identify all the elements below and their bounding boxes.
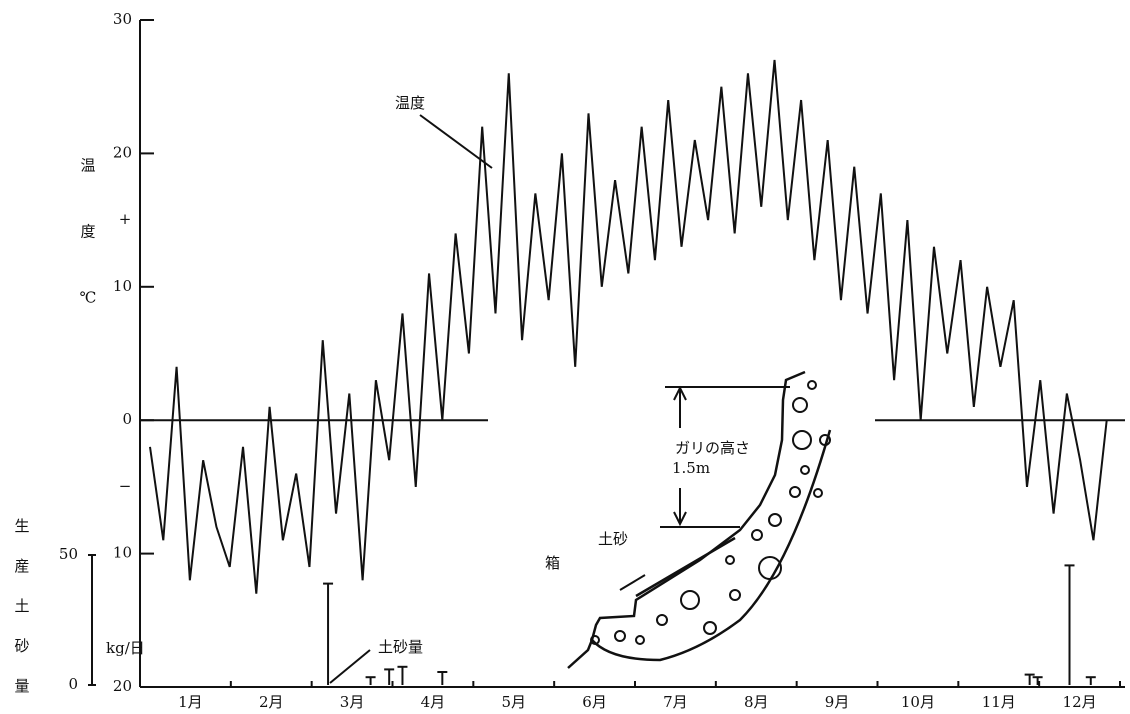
y2-unit: kg/日 [106,639,145,657]
box-label: 箱 [545,554,560,572]
x-tick-label: 12月 [1063,693,1097,711]
temperature-line [149,59,1108,594]
x-tick-label: 11月 [982,693,1016,711]
y2-axis-title: 量 [14,677,29,695]
y-tick-label: 0 [122,410,132,428]
x-tick-label: 2月 [259,693,284,711]
y2-axis-title: 土 [14,597,29,615]
y-tick-label: 20 [113,143,132,161]
series-label: 温度 [395,94,425,112]
height-value-label: 1.5m [672,459,710,477]
y-axis-title: 度 [80,222,95,240]
y-tick-label: 10 [113,544,132,562]
y2-axis-title: 産 [14,557,29,575]
sign-label: − [119,477,132,495]
x-tick-label: 10月 [901,693,935,711]
gully-height-label: ガリの高さ [675,439,750,457]
x-tick-label: 6月 [582,693,607,711]
x-tick-label: 1月 [178,693,203,711]
y2-axis-title: 砂 [14,637,29,655]
y-axis-title: ℃ [80,288,97,306]
y-axis-title: 温 [80,156,95,174]
leader [329,649,371,684]
x-tick-label: 8月 [744,693,769,711]
x-tick-label: 3月 [340,693,365,711]
y2-tick-label: 0 [68,675,78,693]
y-tick-label: 30 [113,10,132,28]
sign-label: + [119,210,132,228]
x-tick-label: 7月 [663,693,688,711]
x-tick-label: 9月 [825,693,850,711]
y2-axis-title: 生 [14,517,29,535]
y-tick-label: 10 [113,277,132,295]
series-label: 土砂量 [378,638,423,656]
y2-tick-label: 50 [59,545,78,563]
x-tick-label: 5月 [501,693,526,711]
sediment-label: 土砂 [598,530,628,548]
x-tick-label: 4月 [421,693,446,711]
y-tick-label: 20 [113,677,132,695]
gully-sketch [567,370,832,669]
